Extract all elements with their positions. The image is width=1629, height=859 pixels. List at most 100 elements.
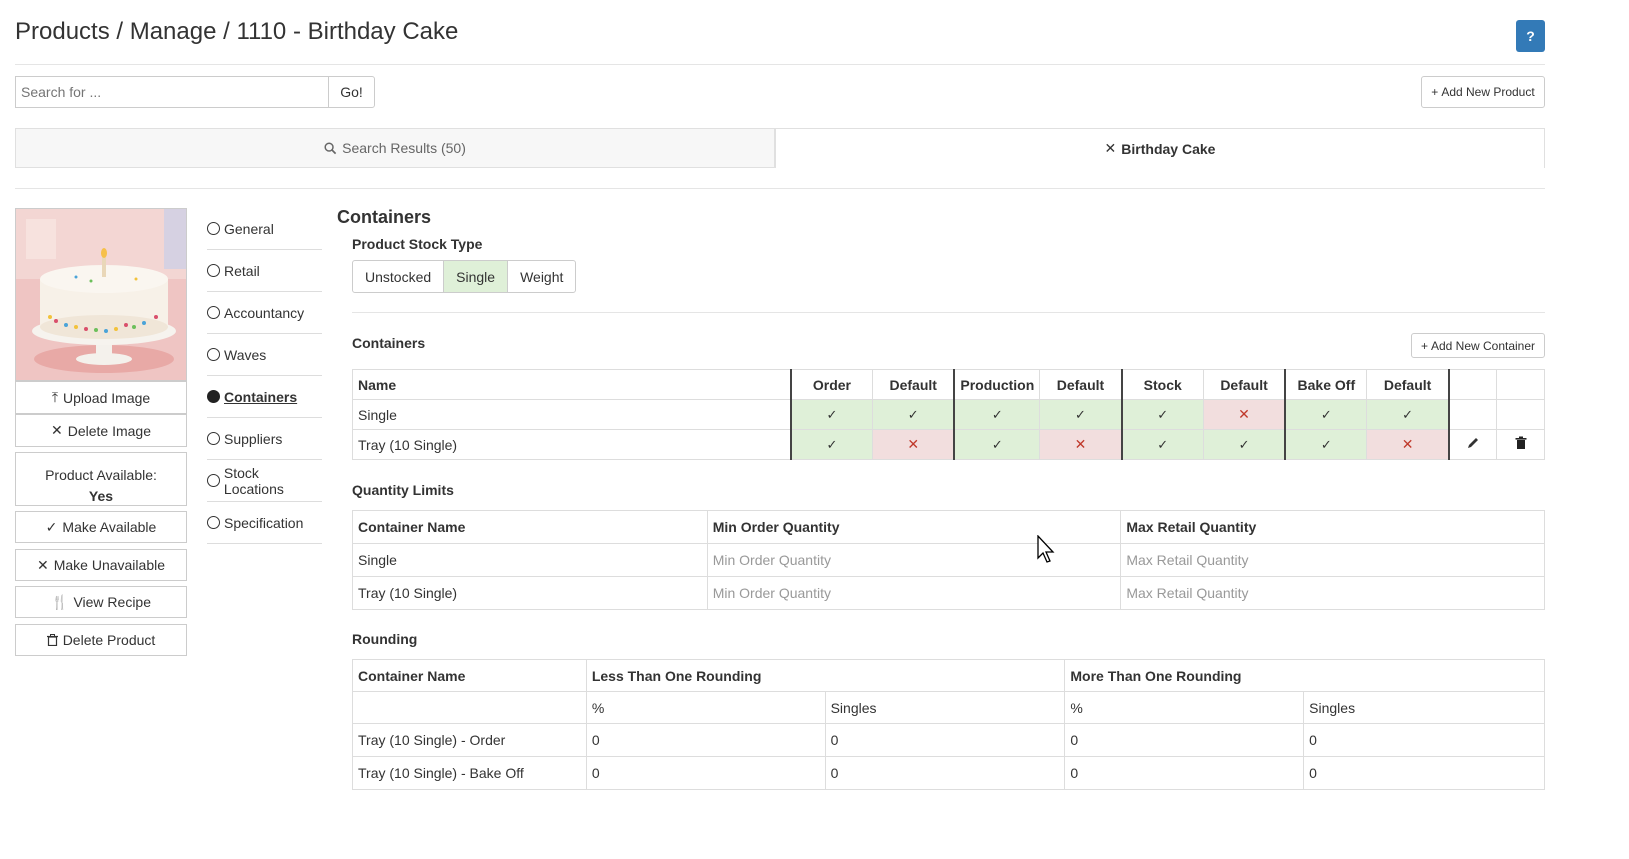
flag-cell[interactable]: ✓ (789, 429, 874, 460)
nav-item-label: Accountancy (224, 304, 305, 321)
rounding-input[interactable]: 0 (824, 723, 1066, 757)
nav-item-containers[interactable]: Containers (207, 376, 322, 418)
tab-search-results[interactable]: Search Results (50) (15, 128, 775, 168)
nav-item-specification[interactable]: Specification (207, 502, 322, 544)
divider (352, 312, 1545, 313)
tab-search-results-label: Search Results (50) (342, 140, 466, 156)
rounding-input[interactable]: 0 (1303, 756, 1545, 790)
nav-item-general[interactable]: General (207, 208, 322, 250)
go-button[interactable]: Go! (328, 76, 375, 108)
flag-cell[interactable]: ✕ (1366, 429, 1450, 460)
product-available-label: Product Available: (45, 467, 157, 483)
column-header: Container Name (352, 659, 587, 692)
min-order-quantity-input[interactable]: Min Order Quantity (706, 543, 1122, 577)
flag-cell[interactable]: ✓ (1039, 399, 1123, 430)
search-icon (324, 141, 337, 154)
delete-product-button[interactable]: Delete Product (15, 624, 187, 656)
flag-cell[interactable]: ✕ (872, 429, 955, 460)
rounding-input[interactable]: 0 (585, 723, 826, 757)
container-name: Single (351, 399, 792, 430)
table-row: Tray (10 Single) - Order 0 0 0 0 (352, 723, 1545, 757)
column-header (1496, 369, 1545, 400)
flag-cell[interactable]: ✓ (1120, 399, 1204, 430)
rounding-input[interactable]: 0 (1064, 723, 1305, 757)
trash-icon[interactable] (1515, 436, 1527, 450)
cross-icon: ✕ (1401, 436, 1414, 452)
rounding-cell: 0 (1064, 723, 1305, 757)
rounding-input[interactable]: 0 (585, 756, 826, 790)
column-header: Default (1366, 369, 1450, 400)
delete-product-label: Delete Product (62, 632, 156, 648)
view-recipe-label: View Recipe (73, 594, 151, 610)
column-header: Default (872, 369, 955, 400)
flag-cell[interactable]: ✕ (1039, 429, 1123, 460)
flag-cell[interactable]: ✓ (1366, 399, 1450, 430)
nav-item-label: Suppliers (224, 430, 283, 447)
rounding-cell: 0 (1303, 723, 1545, 757)
check-icon: ✓ (1320, 437, 1332, 452)
rounding-label: Rounding (352, 631, 418, 647)
check-icon: ✓ (1157, 437, 1169, 452)
check-icon: ✓ (1320, 407, 1332, 422)
flag-cell[interactable]: ✕ (1202, 399, 1286, 430)
nav-item-suppliers[interactable]: Suppliers (207, 418, 322, 460)
min-order-quantity-input[interactable]: Min Order Quantity (706, 576, 1122, 610)
radio-icon (207, 222, 220, 235)
max-retail-quantity-input[interactable]: Max Retail Quantity (1120, 543, 1545, 577)
rounding-table: Container Name Less Than One Rounding Mo… (352, 659, 1545, 790)
stock-type-single[interactable]: Single (444, 261, 509, 292)
nav-item-label: Stock Locations (223, 464, 284, 497)
nav-item-retail[interactable]: Retail (207, 250, 322, 292)
make-unavailable-button[interactable]: ✕ Make Unavailable (15, 549, 187, 581)
flag-cell[interactable]: ✓ (789, 399, 874, 430)
close-icon[interactable]: ✕ (1104, 140, 1117, 156)
column-subheader: Singles (824, 691, 1066, 724)
check-icon: ✓ (1074, 407, 1086, 422)
max-retail-cell: Max Retail Quantity (1120, 576, 1545, 610)
flag-cell[interactable]: ✓ (872, 399, 955, 430)
stock-type-weight[interactable]: Weight (520, 268, 564, 285)
rounding-input[interactable]: 0 (824, 756, 1066, 790)
view-recipe-button[interactable]: 🍴 View Recipe (15, 586, 187, 618)
nav-item-label: Waves (224, 346, 267, 363)
max-retail-cell: Max Retail Quantity (1120, 543, 1545, 577)
rounding-cell: 0 (585, 723, 826, 757)
tab-current-product[interactable]: ✕ Birthday Cake (775, 128, 1545, 168)
nav-item-waves[interactable]: Waves (207, 334, 322, 376)
rounding-input[interactable]: 0 (1064, 756, 1305, 790)
check-icon: ✓ (1402, 407, 1414, 422)
product-image (15, 208, 187, 381)
help-button[interactable]: ? (1516, 20, 1545, 52)
flag-cell[interactable]: ✓ (1202, 429, 1286, 460)
container-name: Tray (10 Single) (352, 576, 708, 610)
flag-cell[interactable]: ✓ (953, 399, 1041, 430)
table-row: Tray (10 Single) ✓ ✕ ✓ ✕ ✓ ✓ ✓ ✕ (351, 429, 1545, 460)
containers-table: Name Order Default Production Default St… (351, 369, 1545, 460)
nav-item-accountancy[interactable]: Accountancy (207, 292, 322, 334)
nav-item-label: Containers (224, 388, 298, 405)
flag-cell[interactable]: ✓ (1284, 399, 1368, 430)
column-subheader: % (585, 691, 826, 724)
flag-cell[interactable]: ✓ (953, 429, 1041, 460)
table-header-row: Container Name Min Order Quantity Max Re… (352, 510, 1545, 544)
rounding-input[interactable]: 0 (1303, 723, 1545, 757)
max-retail-quantity-input[interactable]: Max Retail Quantity (1120, 576, 1545, 610)
table-row: Single Min Order Quantity Max Retail Qua… (352, 543, 1545, 577)
add-new-container-button[interactable]: + Add New Container (1411, 333, 1545, 358)
pencil-icon[interactable] (1466, 436, 1480, 450)
column-header: Max Retail Quantity (1120, 510, 1545, 544)
add-new-product-button[interactable]: + Add New Product (1421, 76, 1545, 108)
upload-image-button[interactable]: ⤒ Upload Image (15, 381, 187, 414)
add-new-container-label: Add New Container (1430, 338, 1536, 353)
nav-item-stock-locations[interactable]: Stock Locations (207, 460, 322, 502)
make-available-button[interactable]: ✓ Make Available (15, 511, 187, 543)
section-heading: Containers (337, 207, 432, 227)
container-name: Tray (10 Single) (351, 429, 792, 460)
flag-cell[interactable]: ✓ (1120, 429, 1204, 460)
search-input[interactable] (15, 76, 329, 108)
flag-cell[interactable]: ✓ (1284, 429, 1368, 460)
check-icon: ✓ (907, 407, 919, 422)
stock-type-unstocked[interactable]: Unstocked (353, 261, 445, 292)
column-header: Bake Off (1284, 369, 1368, 400)
delete-image-button[interactable]: ✕ Delete Image (15, 414, 187, 447)
